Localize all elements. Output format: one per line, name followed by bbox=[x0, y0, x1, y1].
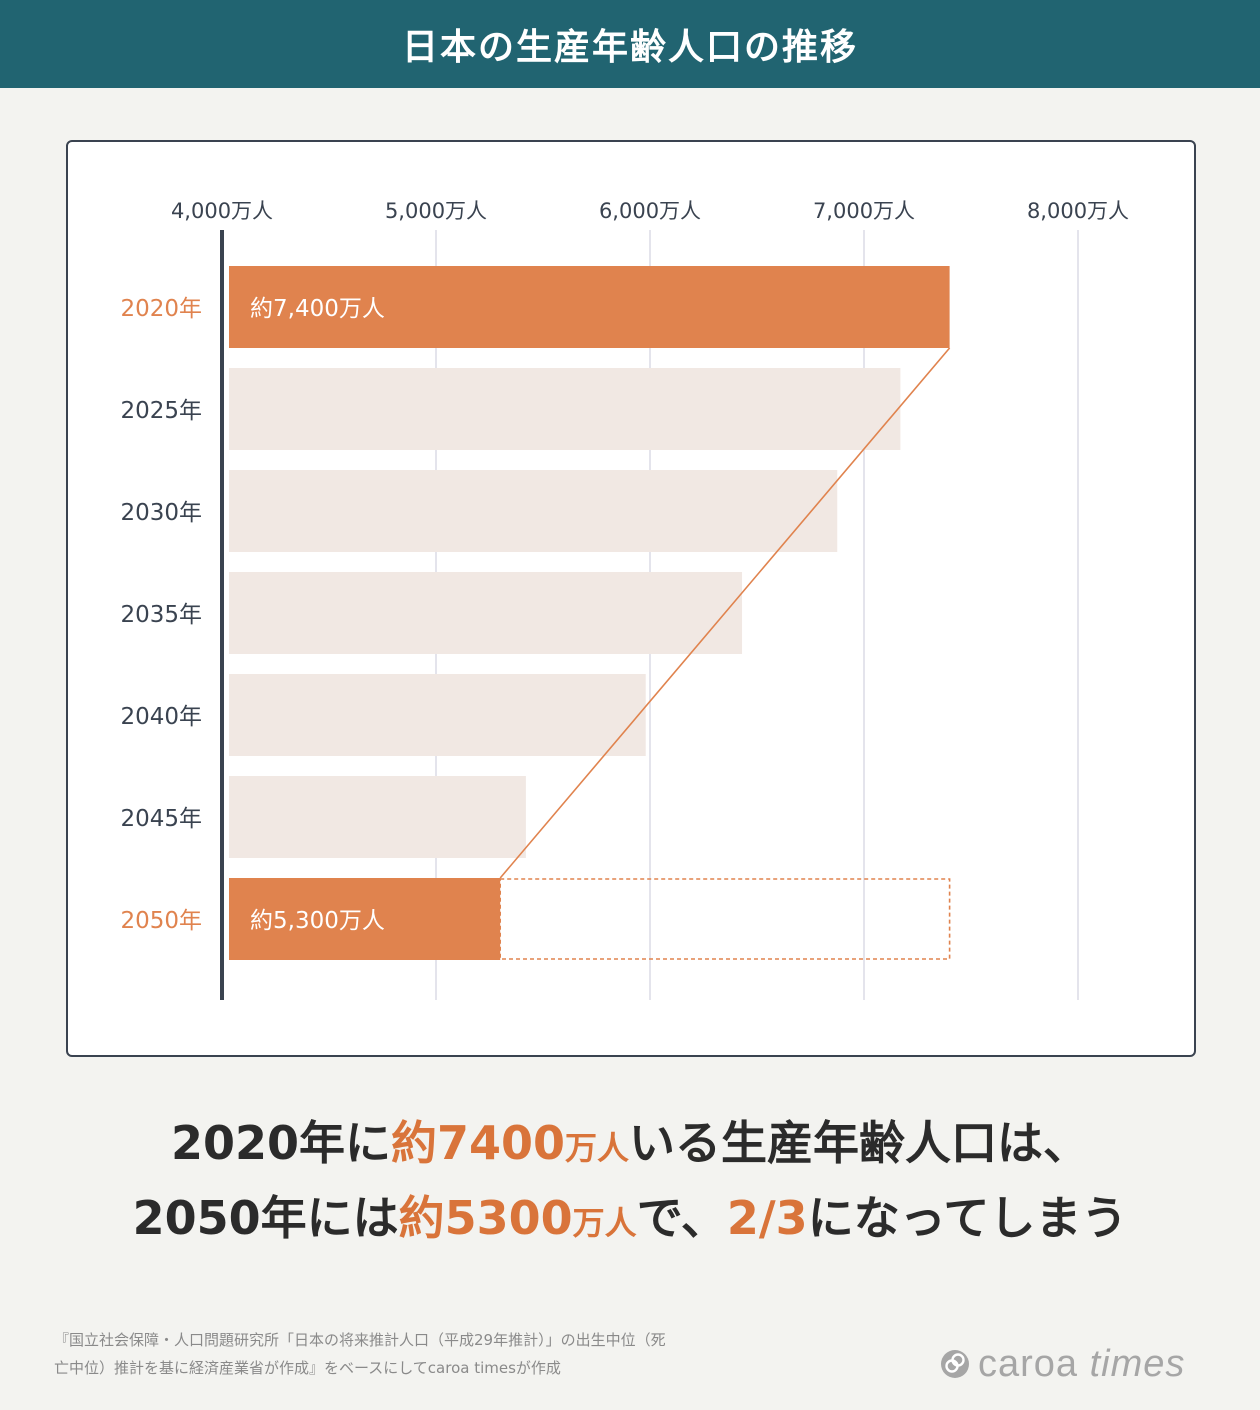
summary-text: 2020年に約7400万人いる生産年齢人口は、 2050年には約5300万人で、… bbox=[0, 1108, 1260, 1258]
summary-text-part: 2050年には bbox=[132, 1191, 399, 1245]
data-label: 約5,300万人 bbox=[250, 908, 385, 934]
x-tick-label: 5,000万人 bbox=[385, 199, 487, 223]
category-label: 2035年 bbox=[120, 602, 202, 628]
bar bbox=[229, 674, 646, 756]
bar bbox=[229, 776, 526, 858]
summary-text-part: 2020年に bbox=[170, 1116, 391, 1170]
source-line-1: 『国立社会保障・人口問題研究所「日本の将来推計人口（平成29年推計）」の出生中位… bbox=[54, 1331, 666, 1349]
bar bbox=[229, 266, 950, 348]
summary-highlight: 2/3 bbox=[726, 1191, 808, 1245]
summary-unit: 万人 bbox=[572, 1204, 637, 1242]
page-title: 日本の生産年齢人口の推移 bbox=[0, 0, 1260, 88]
x-tick-label: 4,000万人 bbox=[171, 199, 273, 223]
x-tick-label: 8,000万人 bbox=[1027, 199, 1129, 223]
summary-line-2: 2050年には約5300万人で、2/3になってしまう bbox=[0, 1183, 1260, 1258]
bar-chart: 4,000万人 5,000万人 6,000万人 7,000万人 8,000万人 2020年… bbox=[120, 199, 1129, 1000]
summary-text-part: いる生産年齢人口は、 bbox=[629, 1116, 1090, 1170]
summary-text-part: になってしまう bbox=[807, 1191, 1128, 1245]
data-label: 約7,400万人 bbox=[250, 296, 385, 322]
category-label: 2050年 bbox=[120, 908, 202, 934]
logo-name-a: caroa bbox=[978, 1342, 1079, 1385]
comparison-connector bbox=[499, 347, 951, 879]
bar bbox=[229, 470, 838, 552]
summary-unit: 万人 bbox=[565, 1129, 630, 1167]
x-tick-label: 6,000万人 bbox=[599, 199, 701, 223]
chart-card: 4,000万人 5,000万人 6,000万人 7,000万人 8,000万人 2020年… bbox=[66, 140, 1196, 1057]
category-label: 2045年 bbox=[120, 806, 202, 832]
summary-highlight: 約5300 bbox=[398, 1191, 573, 1245]
logo-mark-icon bbox=[941, 1350, 969, 1378]
category-label: 2025年 bbox=[120, 398, 202, 424]
category-label: 2040年 bbox=[120, 704, 202, 730]
summary-line-1: 2020年に約7400万人いる生産年齢人口は、 bbox=[0, 1108, 1260, 1183]
logo-name-b: times bbox=[1089, 1342, 1186, 1385]
bar bbox=[229, 878, 501, 960]
x-tick-label: 7,000万人 bbox=[813, 199, 915, 223]
source-line-2: 亡中位）推計を基に経済産業省が作成』をベースにしてcaroa timesが作成 bbox=[54, 1359, 561, 1377]
category-label: 2030年 bbox=[120, 500, 202, 526]
comparison-outline bbox=[499, 878, 951, 960]
logo: caroa times bbox=[940, 1340, 1185, 1388]
summary-text-part: で、 bbox=[636, 1191, 727, 1245]
source-note: 『国立社会保障・人口問題研究所「日本の将来推計人口（平成29年推計）」の出生中位… bbox=[54, 1326, 854, 1382]
logo-name: caroa times bbox=[978, 1343, 1185, 1386]
category-label: 2020年 bbox=[120, 296, 202, 322]
bar bbox=[229, 572, 743, 654]
summary-highlight: 約7400 bbox=[390, 1116, 566, 1170]
bar bbox=[229, 368, 901, 450]
